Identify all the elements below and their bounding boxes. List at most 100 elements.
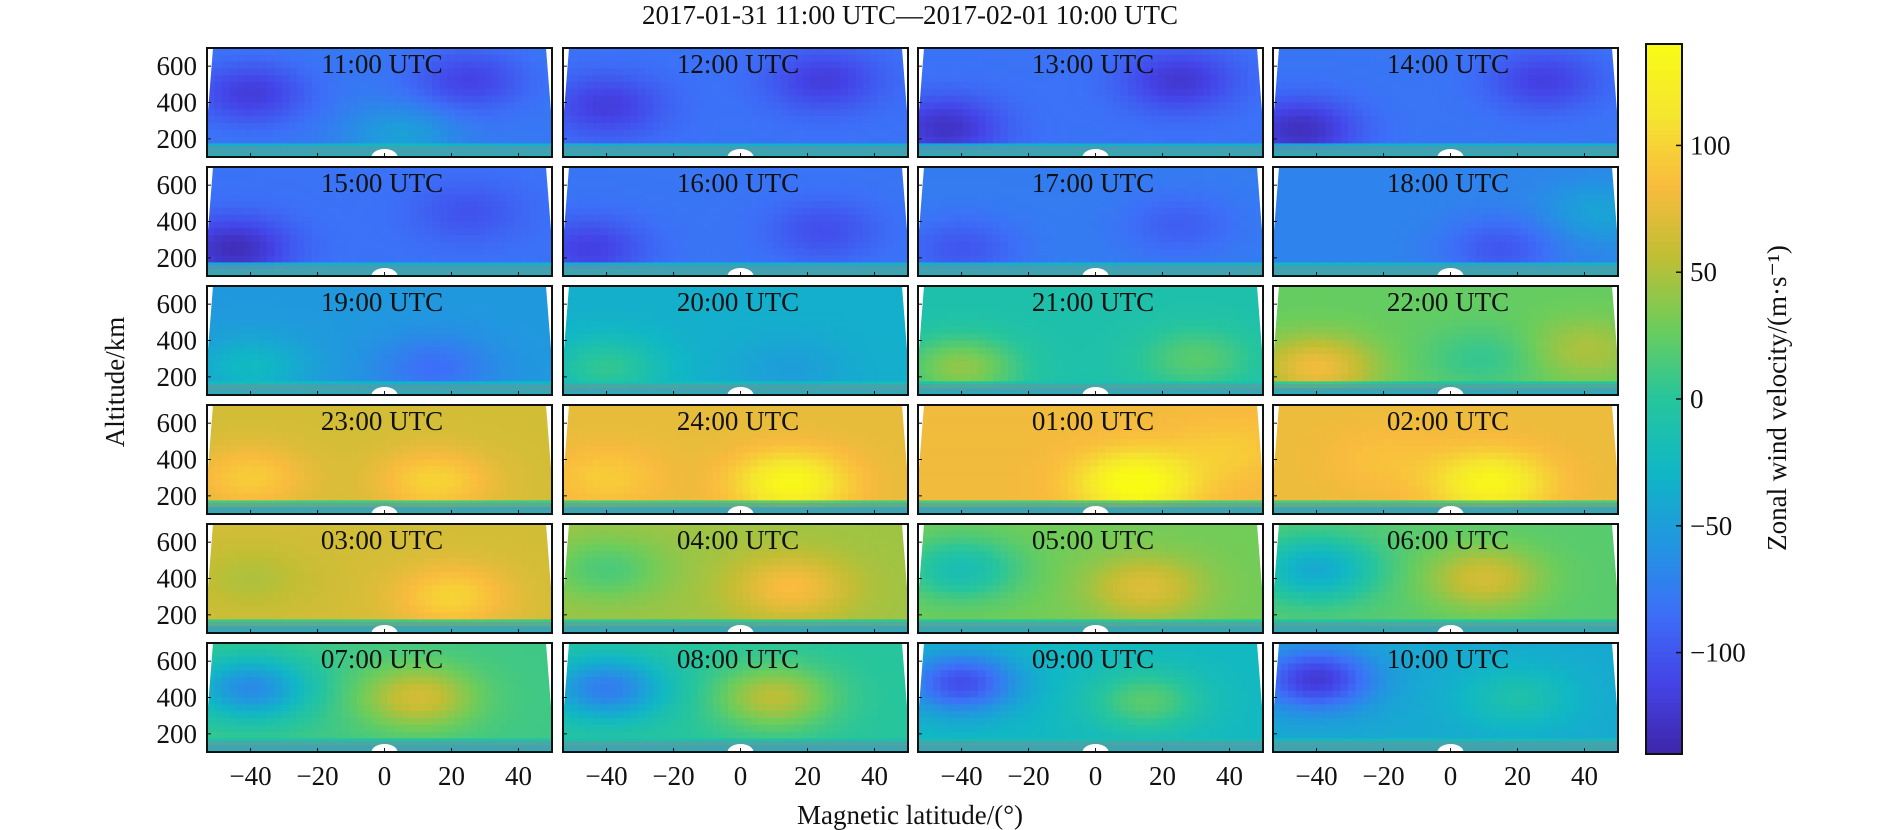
field-cell — [1355, 136, 1364, 144]
field-cell — [645, 109, 654, 117]
field-cell — [1038, 228, 1047, 236]
field-cell — [993, 75, 1002, 83]
field-cell — [1075, 187, 1084, 195]
field-cell — [1543, 88, 1552, 97]
field-cell — [282, 48, 291, 56]
field-cell — [484, 88, 493, 97]
field-cell — [1393, 109, 1402, 117]
field-cell — [1135, 228, 1144, 236]
field-cell — [615, 269, 624, 276]
field-cell — [319, 122, 328, 131]
field-cell — [795, 235, 804, 243]
field-cell — [750, 95, 759, 104]
field-cell — [492, 201, 501, 209]
field-cell — [765, 88, 774, 97]
field-cell — [387, 61, 396, 70]
field-cell — [537, 262, 546, 270]
field-cell — [274, 88, 283, 97]
field-cell — [462, 95, 471, 104]
field-cell — [893, 269, 902, 276]
field-cell — [675, 269, 684, 276]
field-cell — [720, 173, 729, 182]
field-cell — [319, 167, 328, 175]
field-cell — [1430, 129, 1439, 138]
field-cell — [289, 150, 298, 157]
field-cell — [1588, 61, 1597, 70]
field-cell — [570, 194, 579, 202]
field-cell — [885, 88, 894, 97]
field-cell — [447, 68, 456, 76]
field-cell — [885, 269, 894, 276]
field-cell — [1038, 75, 1047, 83]
field-cell — [544, 122, 552, 131]
field-cell — [773, 61, 782, 70]
field-cell — [207, 228, 216, 236]
field-cell — [1340, 88, 1349, 97]
field-cell — [1053, 136, 1062, 144]
field-cell — [1000, 54, 1009, 63]
field-cell — [578, 95, 587, 104]
field-cell — [1295, 109, 1304, 117]
field-cell — [615, 109, 624, 117]
field-cell — [1045, 82, 1054, 90]
field-cell — [608, 75, 617, 83]
field-cell — [713, 167, 722, 175]
field-cell — [1273, 102, 1282, 110]
field-cell — [492, 167, 501, 175]
field-cell — [1273, 136, 1282, 144]
field-cell — [833, 248, 842, 257]
field-cell — [690, 61, 699, 70]
field-cell — [1475, 75, 1484, 83]
field-cell — [1000, 129, 1009, 138]
field-cell — [1565, 102, 1574, 110]
field-cell — [993, 187, 1002, 195]
field-cell — [1060, 109, 1069, 117]
field-cell — [683, 180, 692, 189]
field-cell — [484, 61, 493, 70]
field-cell — [282, 61, 291, 70]
field-cell — [312, 194, 321, 202]
field-cell — [544, 143, 552, 151]
field-cell — [312, 54, 321, 63]
field-cell — [1505, 150, 1514, 157]
field-cell — [1445, 95, 1454, 104]
field-cell — [615, 194, 624, 202]
field-cell — [222, 180, 231, 189]
field-cell — [735, 262, 744, 270]
field-cell — [1203, 187, 1212, 195]
field-cell — [705, 214, 714, 223]
field-cell — [638, 248, 647, 257]
field-cell — [615, 228, 624, 236]
field-cell — [1318, 82, 1327, 90]
field-cell — [379, 187, 388, 195]
field-cell — [1060, 95, 1069, 104]
field-cell — [364, 241, 373, 250]
field-cell — [955, 187, 964, 195]
field-cell — [1580, 82, 1589, 90]
field-cell — [948, 116, 957, 124]
field-cell — [522, 95, 531, 104]
field-cell — [1188, 75, 1197, 83]
field-cell — [570, 221, 579, 229]
field-cell — [608, 116, 617, 124]
field-cell — [349, 54, 358, 63]
field-cell — [1195, 61, 1204, 70]
field-cell — [1400, 143, 1409, 151]
field-cell — [334, 207, 343, 216]
field-cell — [1385, 61, 1394, 70]
field-cell — [1550, 122, 1559, 131]
field-cell — [795, 269, 804, 276]
field-cell — [499, 150, 508, 157]
field-cell — [765, 228, 774, 236]
field-cell — [237, 167, 246, 175]
field-cell — [274, 116, 283, 124]
field-cell — [1105, 54, 1114, 63]
field-cell — [1475, 116, 1484, 124]
field-cell — [1068, 68, 1077, 76]
field-cell — [600, 180, 609, 189]
field-cell — [357, 68, 366, 76]
y-tick-label: 400 — [157, 88, 198, 118]
field-cell — [1000, 214, 1009, 223]
field-cell — [237, 201, 246, 209]
field-cell — [1053, 173, 1062, 182]
